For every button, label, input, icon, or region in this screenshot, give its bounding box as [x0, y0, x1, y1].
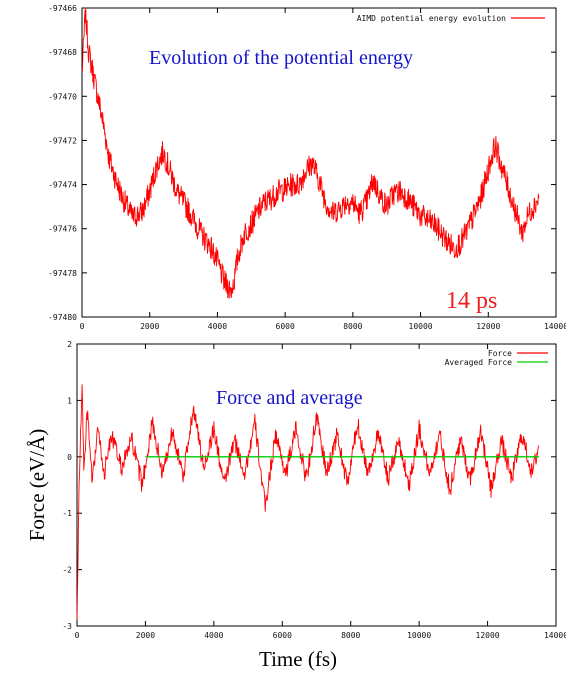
energy-legend-label: AIMD potential energy evolution	[357, 14, 506, 23]
energy-series-line-primary	[81, 7, 540, 299]
force-x-tick-label: 0	[75, 631, 80, 640]
force-legend-label-average: Averaged Force	[445, 358, 513, 367]
energy-x-tick-label: 6000	[276, 322, 295, 331]
force-legend-label-force: Force	[488, 349, 512, 358]
force-x-tick-label: 4000	[204, 631, 223, 640]
force-x-tick-label: 8000	[341, 631, 360, 640]
energy-y-tick-label: -97480	[48, 313, 77, 322]
force-ticks	[76, 343, 557, 627]
energy-x-tick-label: 14000	[544, 322, 566, 331]
energy-y-tick-label: -97468	[48, 48, 77, 57]
energy-y-tick-label: -97472	[48, 136, 77, 145]
force-y-tick-label: -2	[62, 566, 72, 575]
force-tick-labels: 0 2000 4000 6000 8000 10000 12000 14000 2 1 0 -1 -2 -…	[62, 340, 566, 640]
energy-x-tick-label: 12000	[476, 322, 500, 331]
force-legend: Force Averaged Force	[445, 349, 548, 367]
force-y-tick-label: 0	[67, 453, 72, 462]
energy-x-tick-label: 0	[80, 322, 85, 331]
force-y-tick-label: -1	[62, 509, 72, 518]
energy-y-tick-label: -97470	[48, 92, 77, 101]
force-x-tick-label: 12000	[476, 631, 500, 640]
force-y-tick-label: 2	[67, 340, 72, 349]
force-y-axis-title: Force (eV/Å)	[25, 429, 49, 542]
force-chart: 0 2000 4000 6000 8000 10000 12000 14000 2 1 0 -1 -2 -…	[25, 340, 566, 671]
force-x-tick-label: 10000	[407, 631, 431, 640]
force-plot-frame	[76, 343, 557, 627]
energy-legend: AIMD potential energy evolution	[357, 14, 545, 23]
energy-series	[81, 7, 540, 299]
force-annotation-title: Force and average	[216, 387, 363, 409]
force-x-axis-title: Time (fs)	[259, 647, 337, 671]
energy-tick-labels: 0 2000 4000 6000 8000 10000 12000 14000 -97466 -9…	[48, 4, 566, 331]
energy-y-tick-label: -97474	[48, 181, 77, 190]
energy-x-tick-label: 2000	[140, 322, 159, 331]
force-x-tick-label: 6000	[273, 631, 292, 640]
energy-plot-frame	[81, 7, 557, 318]
energy-y-tick-label: -97478	[48, 269, 77, 278]
energy-x-tick-label: 10000	[409, 322, 433, 331]
force-series	[76, 384, 540, 620]
energy-annotation-title: Evolution of the potential energy	[149, 47, 413, 69]
force-series-line-primary	[76, 384, 540, 620]
energy-y-tick-label: -97476	[48, 225, 77, 234]
energy-annotation-duration: 14 ps	[446, 288, 497, 314]
force-y-tick-label: -3	[62, 622, 72, 631]
energy-ticks	[81, 7, 557, 318]
energy-y-tick-label: -97466	[48, 4, 77, 13]
energy-x-tick-label: 4000	[208, 322, 227, 331]
force-x-tick-label: 14000	[544, 631, 566, 640]
force-y-tick-label: 1	[67, 396, 72, 405]
energy-x-tick-label: 8000	[343, 322, 362, 331]
force-x-tick-label: 2000	[136, 631, 155, 640]
energy-chart: 0 2000 4000 6000 8000 10000 12000 14000 -97466 -9…	[48, 4, 566, 331]
